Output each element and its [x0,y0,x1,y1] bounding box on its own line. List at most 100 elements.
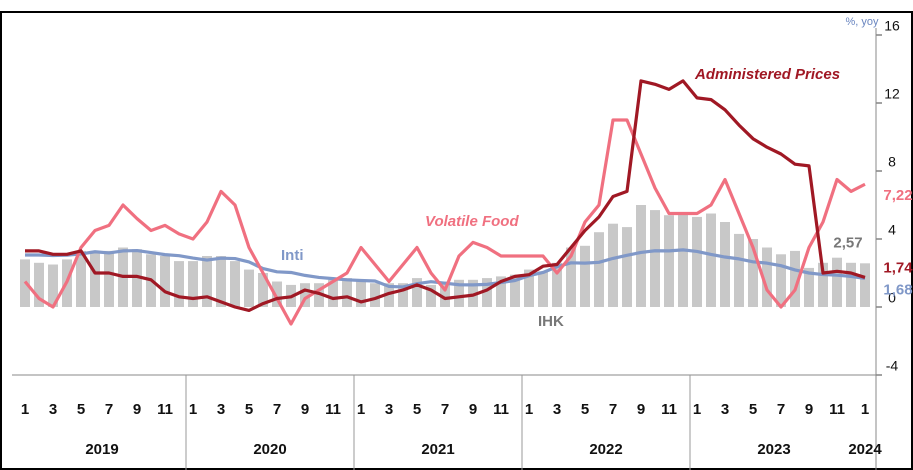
x-tick-label: 3 [721,401,729,418]
bar [748,239,758,307]
bar [440,281,450,307]
x-tick-label: 9 [133,401,141,418]
bar [104,250,114,307]
bar [90,250,100,307]
bar [860,263,870,307]
bar [272,281,282,307]
bar [244,269,254,307]
x-tick-label: 7 [273,401,281,418]
bar [650,210,660,307]
bar [202,256,212,307]
line [25,79,866,312]
bar [678,213,688,307]
bar [832,257,842,307]
y-tick-label: 4 [888,222,896,238]
frame [0,11,913,470]
bar [846,262,856,307]
line [25,248,866,289]
x-tick-label: 1 [525,401,533,418]
series-label: IHK [538,313,564,330]
bar [48,264,58,307]
bar [594,232,604,307]
y-tick-label: 12 [884,86,900,102]
line [23,118,866,326]
bar [342,278,352,307]
x-tick-label: 3 [49,401,57,418]
bar [230,261,240,307]
x-tick-label: 5 [77,401,85,418]
bar [132,249,142,307]
bar [160,256,170,307]
year-label: 2021 [421,441,454,458]
y-tick-label: -4 [886,358,899,374]
bar [510,274,520,307]
bar [734,233,744,307]
x-tick-label: 11 [829,401,845,418]
bar [538,271,548,307]
x-tick-label: 5 [749,401,757,418]
year-label: 2022 [589,441,622,458]
bar [776,254,786,307]
bar [300,283,310,307]
bar [692,216,702,307]
x-tick-label: 11 [157,401,173,418]
bar [174,261,184,307]
series-label: Inti [281,247,304,264]
x-tick-label: 1 [21,401,29,418]
bar [216,256,226,307]
end-label: 1,68 [883,281,912,298]
bar [720,222,730,307]
x-tick-label: 1 [357,401,365,418]
bar [524,269,534,307]
x-tick-label: 3 [217,401,225,418]
x-tick-label: 5 [413,401,421,418]
x-tick-label: 11 [661,401,677,418]
x-tick-label: 7 [441,401,449,418]
x-tick-label: 5 [245,401,253,418]
end-label: 7,22 [883,187,912,204]
bar [636,205,646,307]
x-tick-label: 3 [553,401,561,418]
bar [804,267,814,307]
x-tick-label: 9 [805,401,813,418]
bar [482,278,492,307]
bar [552,262,562,307]
bar [664,215,674,307]
bar [580,245,590,307]
year-label: 2020 [253,441,286,458]
bar [454,279,464,307]
unit-label: %, yoy [845,16,879,28]
bar [608,223,618,307]
bar [76,250,86,307]
bar [622,227,632,307]
x-tick-label: 7 [609,401,617,418]
x-tick-label: 5 [581,401,589,418]
bar [790,250,800,307]
y-tick-label: 0 [888,290,896,306]
bar [370,283,380,307]
x-tick-label: 9 [637,401,645,418]
year-label: 2019 [85,441,118,458]
x-tick-label: 9 [469,401,477,418]
x-tick-label: 3 [385,401,393,418]
series-label: Administered Prices [694,66,840,83]
series-label: Volatile Food [425,213,519,230]
y-tick-label: 16 [884,18,900,34]
bar [706,213,716,307]
x-tick-label: 11 [325,401,341,418]
y-tick-label: 8 [888,154,896,170]
bar [258,273,268,307]
bar [818,262,828,307]
bar [412,278,422,307]
x-tick-label: 1 [861,401,869,418]
year-label: 2024 [848,441,882,458]
x-tick-label: 11 [493,401,509,418]
bar [426,284,436,307]
bar [34,262,44,307]
bar [762,247,772,307]
year-label: 2023 [757,441,790,458]
bar [356,279,366,307]
bar [188,261,198,307]
x-tick-label: 1 [189,401,197,418]
bar [328,279,338,307]
